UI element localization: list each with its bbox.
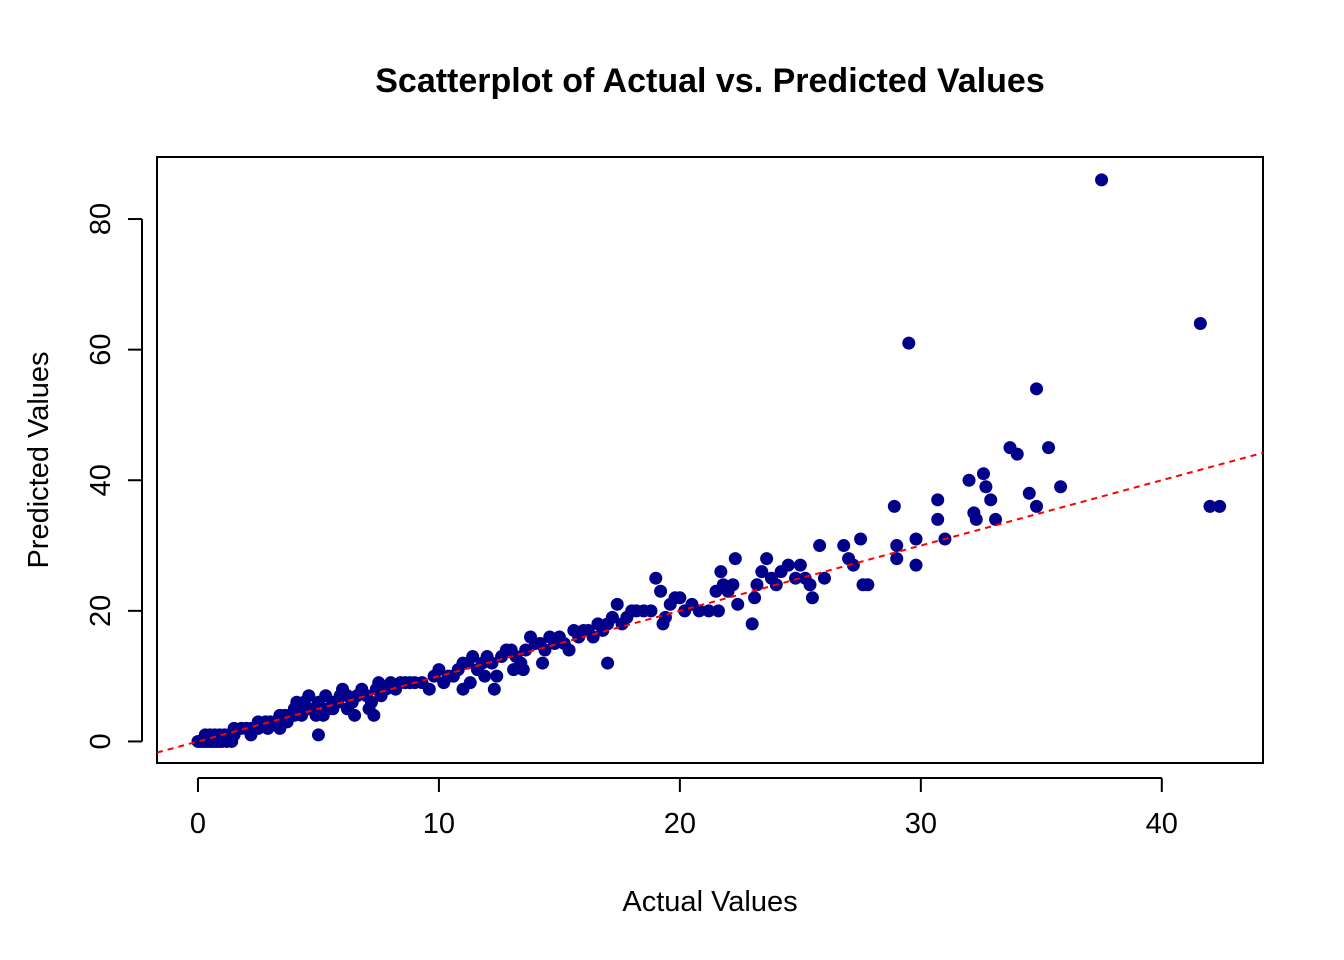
data-point (516, 663, 530, 677)
y-tick-label: 40 (85, 464, 117, 496)
data-point (656, 617, 670, 631)
data-point (837, 539, 851, 553)
data-point (702, 604, 716, 618)
data-point (478, 669, 492, 683)
data-point (302, 689, 316, 703)
data-point (1193, 317, 1207, 331)
data-point (984, 493, 998, 507)
data-point (673, 591, 687, 605)
data-point (714, 565, 728, 579)
data-point (798, 571, 812, 585)
reference-line (157, 451, 1263, 754)
data-point (367, 708, 381, 722)
data-point (726, 578, 740, 592)
data-point (244, 728, 258, 742)
data-point (1203, 499, 1217, 513)
data-point (750, 578, 764, 592)
data-point (295, 708, 309, 722)
data-point (562, 643, 576, 657)
chart-title: Scatterplot of Actual vs. Predicted Valu… (375, 62, 1045, 100)
data-point (760, 552, 774, 566)
data-point (846, 558, 860, 572)
data-point (789, 571, 803, 585)
data-point (326, 702, 340, 716)
data-point (536, 656, 550, 670)
data-point (432, 663, 446, 677)
data-point (861, 578, 875, 592)
data-point (649, 571, 663, 585)
data-point (1213, 499, 1227, 513)
data-point (748, 591, 762, 605)
data-point (745, 617, 759, 631)
x-tick-label: 20 (664, 808, 696, 840)
data-point (422, 682, 436, 696)
data-point (979, 480, 993, 494)
data-point (490, 669, 504, 683)
data-point (755, 565, 769, 579)
data-point (1022, 486, 1036, 500)
data-point (890, 552, 904, 566)
data-point (976, 467, 990, 481)
data-point (781, 558, 795, 572)
data-point (605, 610, 619, 624)
data-point (711, 604, 725, 618)
data-point (1029, 499, 1043, 513)
x-tick-label: 10 (423, 808, 455, 840)
x-tick-label: 0 (190, 808, 206, 840)
plot-marks: 0 10 20 30 40 0 20 40 60 80 (85, 156, 1264, 840)
data-point (805, 591, 819, 605)
data-point (728, 552, 742, 566)
data-point (319, 689, 333, 703)
data-point (466, 650, 480, 664)
x-axis-label: Actual Values (622, 886, 797, 918)
x-tick-label: 30 (905, 808, 937, 840)
data-point (817, 571, 831, 585)
data-point (909, 532, 923, 546)
data-point (931, 493, 945, 507)
data-point (463, 676, 477, 690)
data-point (654, 584, 668, 598)
data-point (1054, 480, 1068, 494)
data-point (731, 597, 745, 611)
data-point (969, 512, 983, 526)
data-point (989, 512, 1003, 526)
data-point (1042, 441, 1056, 455)
data-point (487, 682, 501, 696)
data-point (610, 597, 624, 611)
plot-frame (156, 156, 1264, 764)
data-point (887, 499, 901, 513)
data-point (601, 656, 615, 670)
data-point (692, 604, 706, 618)
data-point (348, 708, 362, 722)
y-tick-label: 80 (85, 203, 117, 235)
data-point (1095, 173, 1109, 187)
data-point (902, 336, 916, 350)
data-point (1029, 382, 1043, 396)
y-tick-label: 60 (85, 334, 117, 366)
data-point (485, 656, 499, 670)
y-tick-label: 0 (85, 733, 117, 749)
data-point (931, 512, 945, 526)
data-point (813, 539, 827, 553)
x-tick-label: 40 (1146, 808, 1178, 840)
y-tick-label: 20 (85, 595, 117, 627)
data-point (311, 728, 325, 742)
data-point (1010, 447, 1024, 461)
data-point (280, 715, 294, 729)
data-point (890, 539, 904, 553)
data-point (793, 558, 807, 572)
data-point (538, 643, 552, 657)
y-axis-label: Predicted Values (23, 351, 55, 568)
data-point (644, 604, 658, 618)
data-point (909, 558, 923, 572)
data-point (507, 663, 521, 677)
data-point (962, 473, 976, 487)
data-point (261, 721, 275, 735)
data-point (854, 532, 868, 546)
